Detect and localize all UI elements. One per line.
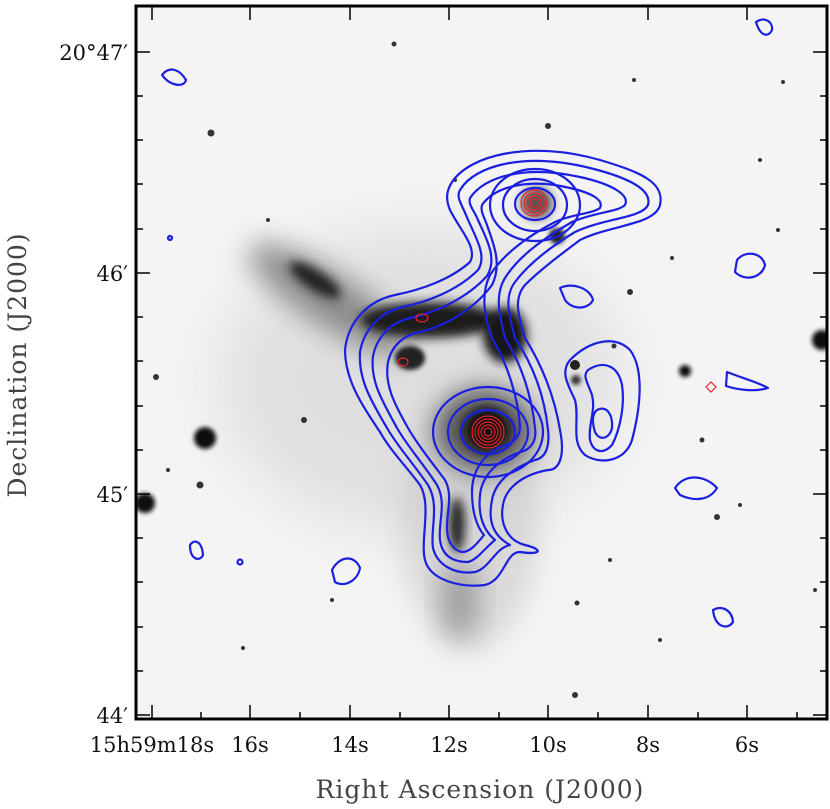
blue-contour-east-1: [564, 340, 641, 462]
blue-contour-2: [358, 159, 650, 574]
blue-contour-east-2: [584, 363, 624, 453]
blue-contour-3: [371, 171, 627, 564]
blue-dot-1: [166, 234, 174, 242]
x-tick-label-ra-8: 8s: [636, 733, 660, 757]
blue-contour-core-1: [431, 385, 545, 479]
x-tick-label-ra-14: 14s: [331, 733, 369, 757]
y-tick-label-dec-4400: 44′: [97, 704, 129, 728]
y-tick-label-dec-4700: 20°47′: [59, 41, 128, 65]
blue-blob-5: [724, 370, 770, 392]
blue-blob-1: [160, 68, 188, 86]
x-tick-label-ra-16: 16s: [231, 733, 269, 757]
blue-blob-8: [188, 540, 205, 560]
x-tick-label-ra-12: 12s: [430, 733, 468, 757]
blue-dot-2: [236, 558, 244, 566]
y-tick-label-dec-4500: 45′: [97, 483, 129, 507]
x-axis-title: Right Ascension (J2000): [316, 775, 645, 804]
blue-blob-7: [330, 557, 362, 586]
blue-contour-4: [386, 182, 602, 554]
blue-blob-9: [711, 606, 735, 628]
blue-contour-north-3: [513, 186, 557, 222]
blue-blob-3: [733, 252, 767, 279]
x-tick-label-ra-6: 6s: [735, 733, 759, 757]
blue-contour-north-2: [501, 177, 569, 233]
blue-contour-outer: [343, 149, 662, 587]
y-tick-label-dec-4600: 46′: [97, 262, 129, 286]
optical-image: [136, 6, 827, 719]
plot-frame: [134, 4, 829, 721]
blue-blob-4: [558, 284, 595, 309]
blue-blob-2: [754, 18, 774, 36]
blue-contour-north-1: [488, 167, 582, 243]
x-tick-label-ra-10: 10s: [529, 733, 567, 757]
x-tick-label-ra-18: 15h59m18s: [90, 733, 214, 757]
y-axis-title: Declination (J2000): [3, 232, 32, 497]
red-contours: [397, 189, 717, 449]
tick-marks: [136, 6, 827, 719]
blue-blob-6: [673, 476, 719, 501]
blue-contour-east-3: [591, 407, 614, 439]
blue-contours: [160, 18, 774, 628]
blue-contour-core-2: [446, 397, 530, 467]
blue-contour-core-3: [459, 408, 517, 456]
